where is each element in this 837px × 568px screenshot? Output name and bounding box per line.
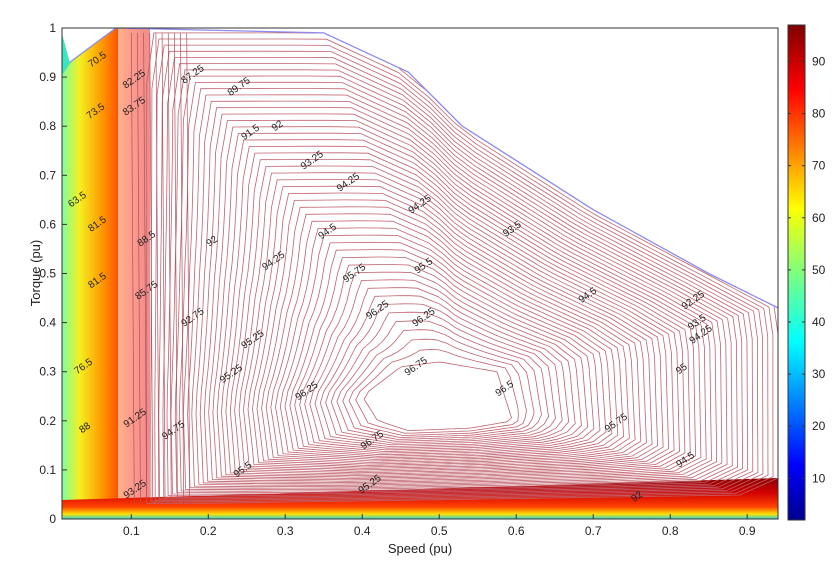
- y-tick-label: 0.2: [39, 414, 56, 428]
- contour-line: [221, 145, 686, 478]
- contour-line: [270, 220, 625, 462]
- y-tick-label: 0.1: [39, 463, 56, 477]
- contour-line: [363, 361, 512, 431]
- contour-line: [314, 287, 570, 447]
- y-axis-label: Torque (pu): [28, 240, 43, 306]
- contour-line: [167, 32, 172, 505]
- limit-mask: [62, 28, 778, 308]
- torque-limit-curve: [69, 28, 778, 309]
- colorbar-tick-label: 60: [812, 211, 826, 225]
- y-tick-label: 0.3: [39, 365, 56, 379]
- y-tick-label: 0.8: [39, 119, 56, 133]
- contour-line: [166, 63, 754, 497]
- contour-line: [161, 32, 166, 505]
- contour-line: [355, 348, 519, 434]
- colorbar-tick-label: 80: [812, 107, 826, 121]
- contour-line: [319, 295, 563, 446]
- contour-line: [275, 227, 619, 460]
- contour-line: [256, 199, 642, 466]
- contour-line: [289, 249, 601, 456]
- contour-line: [261, 206, 636, 465]
- contour-line: [178, 81, 738, 492]
- y-tick-label: 1: [49, 21, 56, 35]
- y-tick-label: 0.4: [39, 316, 56, 330]
- contour-line: [216, 139, 691, 479]
- colorbar-tick-label: 10: [812, 471, 826, 485]
- contour-line: [325, 303, 556, 444]
- colorbar-tick-label: 90: [812, 54, 826, 68]
- contour-line: [304, 271, 582, 451]
- colorbar-tick-label: 50: [812, 263, 826, 277]
- x-axis-ticks: 0.1 0.2 0.3 0.4 0.5 0.6 0.7 0.8 0.9: [123, 514, 756, 538]
- contour-line: [154, 44, 769, 501]
- contour-line: [294, 256, 595, 454]
- contour-line: [342, 329, 535, 438]
- x-tick-label: 0.2: [200, 524, 217, 538]
- contour-line: [174, 75, 744, 494]
- contour-lines: [130, 32, 778, 505]
- contour-line: [149, 32, 154, 505]
- y-tick-label: 0: [49, 512, 56, 526]
- colorbar-ticks: 10 20 30 40 50 60 70 80 90: [788, 54, 826, 485]
- contour-line: [191, 100, 723, 488]
- contour-line: [229, 158, 675, 475]
- contour-line: [182, 88, 733, 491]
- contour-line: [195, 107, 718, 486]
- contour-line: [225, 152, 680, 477]
- y-tick-label: 0.9: [39, 70, 56, 84]
- colorbar-tick-label: 30: [812, 367, 826, 381]
- colorbar: [787, 24, 806, 521]
- colorbar-tick-label: 70: [812, 159, 826, 173]
- contour-line: [203, 119, 707, 484]
- contour-line: [208, 126, 702, 482]
- x-tick-label: 0.1: [123, 524, 140, 538]
- contour-line: [212, 132, 697, 481]
- contour-line: [279, 234, 613, 459]
- x-tick-label: 0.7: [585, 524, 602, 538]
- y-tick-label: 0.5: [39, 267, 56, 281]
- colorbar-tick-label: 20: [812, 419, 826, 433]
- contour-line: [143, 32, 147, 505]
- colorbar-tick-label: 40: [812, 315, 826, 329]
- contour-line: [309, 279, 576, 449]
- contour-line: [180, 32, 184, 505]
- contour-line: [137, 32, 141, 505]
- contour-line: [158, 50, 764, 500]
- contour-line: [284, 241, 607, 457]
- contour-line: [348, 338, 527, 436]
- contour-line: [299, 264, 589, 452]
- contour-line: [150, 38, 774, 503]
- y-tick-label: 0.7: [39, 168, 56, 182]
- contour-line: [247, 185, 653, 469]
- x-tick-label: 0.4: [354, 524, 371, 538]
- contour-line: [174, 32, 178, 505]
- contour-line: [170, 69, 749, 495]
- contour-line: [336, 320, 542, 440]
- contour-line: [155, 32, 160, 505]
- band-fade: [118, 28, 150, 519]
- x-tick-label: 0.6: [508, 524, 525, 538]
- contour-line: [238, 172, 664, 472]
- x-tick-label: 0.3: [277, 524, 294, 538]
- y-axis-ticks: 0 0.1 0.2 0.3 0.4 0.5 0.6 0.7 0.8 0.9 1: [39, 21, 67, 526]
- contour-line: [330, 311, 550, 442]
- contour-line: [265, 213, 630, 463]
- contour-line: [243, 179, 659, 471]
- contour-line: [199, 113, 712, 485]
- contour-line: [187, 94, 728, 489]
- x-tick-label: 0.9: [739, 524, 756, 538]
- x-tick-label: 0.5: [431, 524, 448, 538]
- contour-line: [186, 32, 191, 505]
- contour-line: [162, 57, 759, 498]
- x-axis-label: Speed (pu): [388, 541, 452, 556]
- x-tick-label: 0.8: [662, 524, 679, 538]
- contour-line: [130, 32, 135, 505]
- contour-line: [252, 192, 647, 468]
- contour-line: [234, 165, 670, 474]
- y-tick-label: 0.6: [39, 217, 56, 231]
